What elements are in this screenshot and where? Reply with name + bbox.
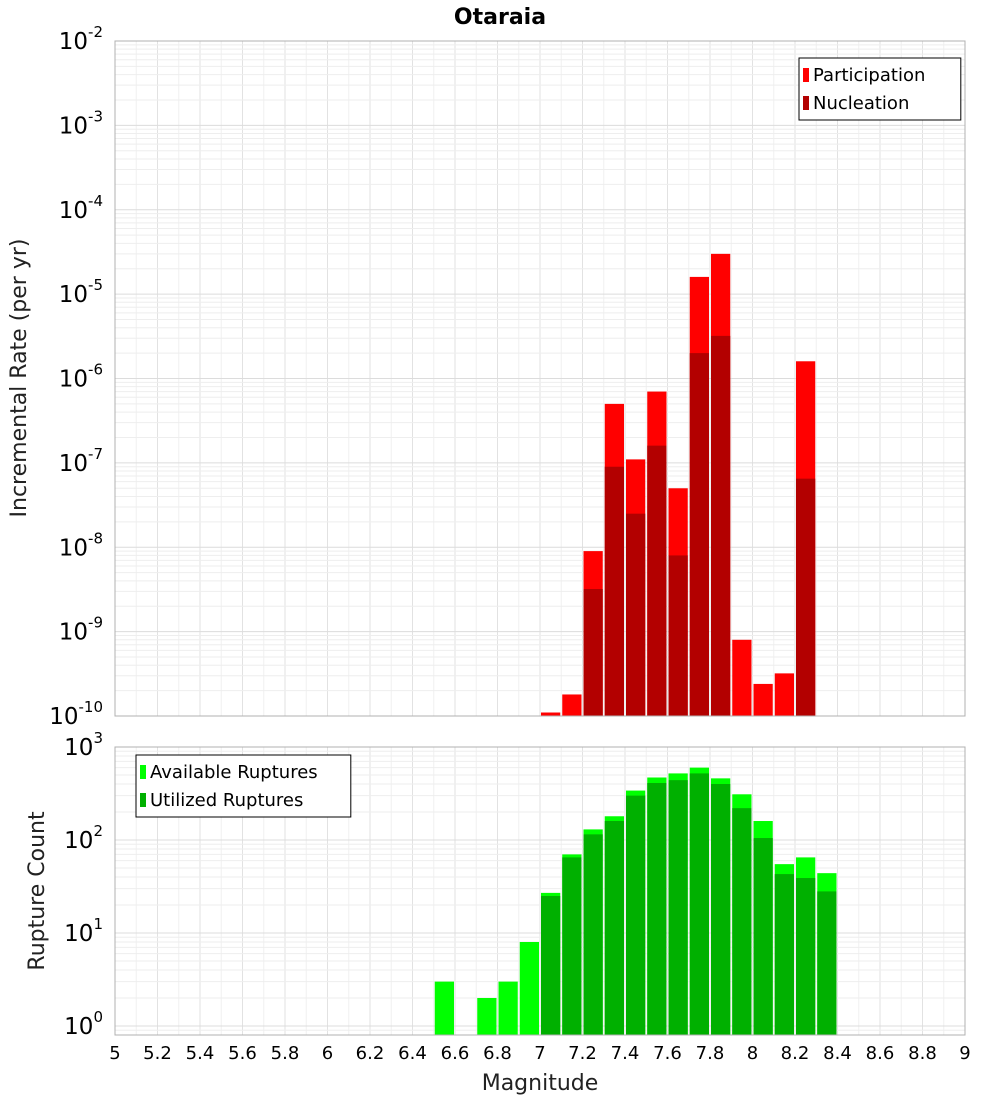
top-plot-panel: 10-10 10-9 10-8 10-7 10-6 10-5 10-4 10-3 10-2 In… bbox=[7, 23, 966, 730]
top-grid bbox=[114, 40, 966, 717]
legend-label: Available Ruptures bbox=[150, 762, 318, 783]
bottom-plot-panel: 100 101 102 103 5 5.2 5.4 5.6 5.8 6 6.2 6.4 6.6 6.8 7… bbox=[25, 729, 971, 1096]
top-bar-nucleation bbox=[647, 445, 667, 716]
bottom-plot-frame bbox=[114, 746, 966, 1036]
bottom-bar-utilized-ruptures bbox=[711, 784, 731, 1035]
x-tick-labels: 5 5.2 5.4 5.6 5.8 6 6.2 6.4 6.6 6.8 7 7.2 7.4 7.6 7.8 8… bbox=[109, 1043, 970, 1064]
top-bar-participation bbox=[753, 683, 773, 716]
legend-swatch bbox=[803, 68, 809, 82]
bottom-bars bbox=[434, 767, 837, 1035]
x-tick-label: 7.8 bbox=[696, 1043, 725, 1064]
bottom-bar-available-ruptures bbox=[519, 942, 539, 1035]
bottom-bar-utilized-ruptures bbox=[689, 773, 709, 1035]
chart-title: Otaraia bbox=[454, 5, 546, 30]
y-tick-label: 10-10 bbox=[49, 698, 103, 730]
legend-box bbox=[798, 57, 962, 121]
x-tick-label: 6.2 bbox=[356, 1043, 385, 1064]
top-bars bbox=[541, 253, 816, 716]
bottom-bar-available-ruptures bbox=[477, 997, 497, 1035]
y-tick-label: 103 bbox=[64, 729, 103, 761]
x-tick-label: 8.8 bbox=[908, 1043, 937, 1064]
x-tick-label: 8.6 bbox=[866, 1043, 895, 1064]
bottom-bar-available-ruptures bbox=[434, 981, 454, 1035]
x-tick-label: 6.8 bbox=[483, 1043, 512, 1064]
top-bar-participation bbox=[541, 712, 561, 716]
x-tick-label: 8.2 bbox=[781, 1043, 810, 1064]
x-tick-label: 5.4 bbox=[186, 1043, 215, 1064]
top-bar-participation bbox=[562, 694, 582, 716]
bottom-bar-utilized-ruptures bbox=[796, 878, 816, 1035]
x-tick-label: 6 bbox=[322, 1043, 333, 1064]
x-tick-label: 7 bbox=[534, 1043, 545, 1064]
x-tick-label: 8 bbox=[747, 1043, 758, 1064]
x-tick-label: 5.6 bbox=[228, 1043, 257, 1064]
y-tick-label: 10-8 bbox=[59, 529, 103, 561]
top-bar-nucleation bbox=[689, 353, 709, 716]
x-axis-label: Magnitude bbox=[482, 1071, 599, 1096]
bottom-bar-utilized-ruptures bbox=[817, 891, 837, 1035]
legend-box bbox=[135, 754, 352, 818]
top-bar-participation bbox=[732, 639, 752, 716]
x-tick-label: 8.4 bbox=[823, 1043, 852, 1064]
bottom-bar-utilized-ruptures bbox=[541, 895, 561, 1035]
x-tick-label: 7.4 bbox=[611, 1043, 640, 1064]
y-tick-label: 10-4 bbox=[59, 192, 103, 224]
x-tick-label: 9 bbox=[959, 1043, 970, 1064]
y-tick-label: 10-9 bbox=[59, 614, 103, 646]
bottom-bar-utilized-ruptures bbox=[774, 874, 794, 1035]
top-bar-nucleation bbox=[796, 478, 816, 716]
bottom-bar-utilized-ruptures bbox=[732, 808, 752, 1035]
y-tick-label: 10-7 bbox=[59, 445, 103, 477]
top-y-tick-labels: 10-10 10-9 10-8 10-7 10-6 10-5 10-4 10-3 10-2 bbox=[49, 23, 103, 730]
bottom-bar-utilized-ruptures bbox=[562, 857, 582, 1035]
legend-label: Nucleation bbox=[813, 93, 909, 114]
bottom-legend: Available Ruptures Utilized Ruptures bbox=[135, 754, 352, 818]
y-tick-label: 10-2 bbox=[59, 23, 103, 55]
y-tick-label: 10-5 bbox=[59, 276, 103, 308]
top-plot-frame bbox=[114, 40, 966, 717]
x-tick-label: 6.4 bbox=[398, 1043, 427, 1064]
bottom-y-axis-label: Rupture Count bbox=[25, 811, 50, 971]
legend-label: Utilized Ruptures bbox=[150, 790, 303, 811]
legend-label: Participation bbox=[813, 65, 925, 86]
top-bar-nucleation bbox=[604, 466, 624, 716]
legend-swatch bbox=[140, 793, 146, 807]
x-tick-label: 5 bbox=[109, 1043, 120, 1064]
top-y-axis-label: Incremental Rate (per yr) bbox=[7, 239, 32, 518]
legend-swatch bbox=[140, 765, 146, 779]
bottom-bar-available-ruptures bbox=[498, 981, 518, 1035]
x-tick-label: 7.6 bbox=[653, 1043, 682, 1064]
x-tick-label: 5.8 bbox=[271, 1043, 300, 1064]
top-bar-participation bbox=[774, 673, 794, 716]
y-tick-label: 10-3 bbox=[59, 107, 103, 139]
bottom-bar-utilized-ruptures bbox=[753, 838, 773, 1035]
y-tick-label: 101 bbox=[64, 915, 103, 947]
bottom-bar-utilized-ruptures bbox=[668, 780, 688, 1035]
y-tick-label: 100 bbox=[64, 1008, 103, 1040]
bottom-bar-utilized-ruptures bbox=[604, 821, 624, 1035]
bottom-bar-utilized-ruptures bbox=[583, 834, 603, 1035]
bottom-y-tick-labels: 100 101 102 103 bbox=[64, 729, 103, 1040]
x-tick-label: 7.2 bbox=[568, 1043, 597, 1064]
y-tick-label: 10-6 bbox=[59, 361, 103, 393]
bottom-bar-utilized-ruptures bbox=[647, 783, 667, 1035]
top-legend: Participation Nucleation bbox=[798, 57, 962, 121]
top-bar-nucleation bbox=[711, 335, 731, 716]
x-tick-label: 6.6 bbox=[441, 1043, 470, 1064]
y-tick-label: 102 bbox=[64, 822, 103, 854]
top-bar-nucleation bbox=[626, 513, 646, 716]
top-bar-nucleation bbox=[668, 555, 688, 716]
bottom-bar-utilized-ruptures bbox=[626, 795, 646, 1035]
legend-swatch bbox=[803, 96, 809, 110]
top-bar-nucleation bbox=[583, 589, 603, 716]
x-tick-label: 5.2 bbox=[143, 1043, 172, 1064]
